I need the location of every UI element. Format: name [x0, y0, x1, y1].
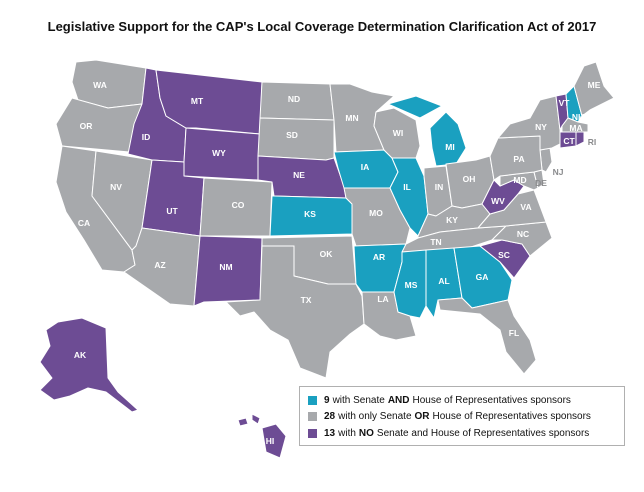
state-label-SD: SD	[286, 130, 298, 140]
state-MI	[387, 95, 467, 167]
legend-swatch-none	[308, 428, 317, 438]
legend-count: 28	[324, 411, 336, 423]
state-ME	[573, 61, 615, 117]
state-label-IN: IN	[435, 182, 444, 192]
legend-text: with	[338, 427, 356, 439]
state-label-ND: ND	[288, 94, 300, 104]
legend-count: 13	[324, 427, 336, 439]
state-label-AL: AL	[438, 276, 449, 286]
state-NH	[565, 85, 583, 123]
state-label-HI: HI	[266, 436, 275, 446]
state-HI	[237, 413, 287, 459]
state-label-PA: PA	[513, 154, 524, 164]
state-label-OH: OH	[463, 174, 476, 184]
state-label-MN: MN	[345, 113, 358, 123]
state-label-MD: MD	[513, 175, 526, 185]
state-label-CA: CA	[78, 218, 90, 228]
state-NM	[193, 235, 263, 307]
state-label-VA: VA	[520, 202, 531, 212]
state-label-RI: RI	[588, 137, 597, 147]
state-label-NJ: NJ	[553, 167, 564, 177]
legend-emphasis: AND	[387, 394, 410, 406]
state-label-CT: CT	[563, 136, 575, 146]
state-label-DE: DE	[535, 178, 547, 188]
state-WY	[183, 127, 261, 181]
legend-swatch-one	[308, 412, 317, 422]
map-title: Legislative Support for the CAP's Local …	[47, 19, 597, 34]
legend-emphasis: NO	[358, 427, 374, 439]
state-label-NM: NM	[219, 262, 232, 272]
state-label-LA: LA	[377, 294, 388, 304]
state-label-NV: NV	[110, 182, 122, 192]
state-label-KY: KY	[446, 215, 458, 225]
state-label-TN: TN	[430, 237, 441, 247]
legend-item-both: 9 with Senate AND House of Representativ…	[308, 392, 616, 409]
state-label-ME: ME	[588, 80, 601, 90]
state-label-AR: AR	[373, 252, 385, 262]
legend-item-one: 28 with only Senate OR House of Represen…	[308, 409, 616, 426]
legend-text: House of Representatives sponsors	[412, 394, 571, 406]
state-label-OR: OR	[80, 121, 93, 131]
state-label-NC: NC	[517, 229, 529, 239]
state-label-MT: MT	[191, 96, 204, 106]
state-label-NH: NH	[572, 112, 584, 122]
state-label-OK: OK	[320, 249, 334, 259]
state-label-WY: WY	[212, 148, 226, 158]
legend-emphasis: OR	[414, 411, 430, 423]
state-label-MI: MI	[445, 142, 454, 152]
state-label-MA: MA	[569, 123, 582, 133]
state-TX	[225, 245, 365, 379]
state-label-AZ: AZ	[154, 260, 165, 270]
state-label-UT: UT	[166, 206, 178, 216]
state-label-FL: FL	[509, 328, 519, 338]
state-IL	[389, 157, 429, 237]
legend-text: with Senate	[332, 394, 385, 406]
legend-count: 9	[324, 394, 330, 406]
legend-item-none: 13 with NO Senate and House of Represent…	[308, 425, 616, 442]
state-label-TX: TX	[301, 295, 312, 305]
state-label-WI: WI	[393, 128, 403, 138]
legend-text: Senate and House of Representatives spon…	[376, 427, 590, 439]
state-OR	[55, 97, 143, 153]
state-FL	[437, 297, 537, 375]
state-label-KS: KS	[304, 209, 316, 219]
state-label-MO: MO	[369, 208, 383, 218]
state-label-GA: GA	[476, 272, 489, 282]
legend-text: with only Senate	[338, 411, 412, 423]
state-label-NY: NY	[535, 122, 547, 132]
state-label-WA: WA	[93, 80, 107, 90]
state-label-WV: WV	[491, 196, 505, 206]
legend-text: House of Representatives sponsors	[432, 411, 591, 423]
state-label-NE: NE	[293, 170, 305, 180]
state-label-IA: IA	[361, 162, 370, 172]
state-label-VT: VT	[559, 98, 571, 108]
legend-swatch-both	[308, 395, 317, 405]
state-label-MS: MS	[405, 280, 418, 290]
map-legend: 9 with Senate AND House of Representativ…	[299, 386, 625, 446]
state-label-ID: ID	[142, 132, 151, 142]
state-label-IL: IL	[403, 182, 411, 192]
state-label-SC: SC	[498, 250, 510, 260]
state-RI	[575, 131, 585, 147]
state-label-CO: CO	[232, 200, 245, 210]
state-AK	[39, 317, 139, 413]
state-label-AK: AK	[74, 350, 87, 360]
